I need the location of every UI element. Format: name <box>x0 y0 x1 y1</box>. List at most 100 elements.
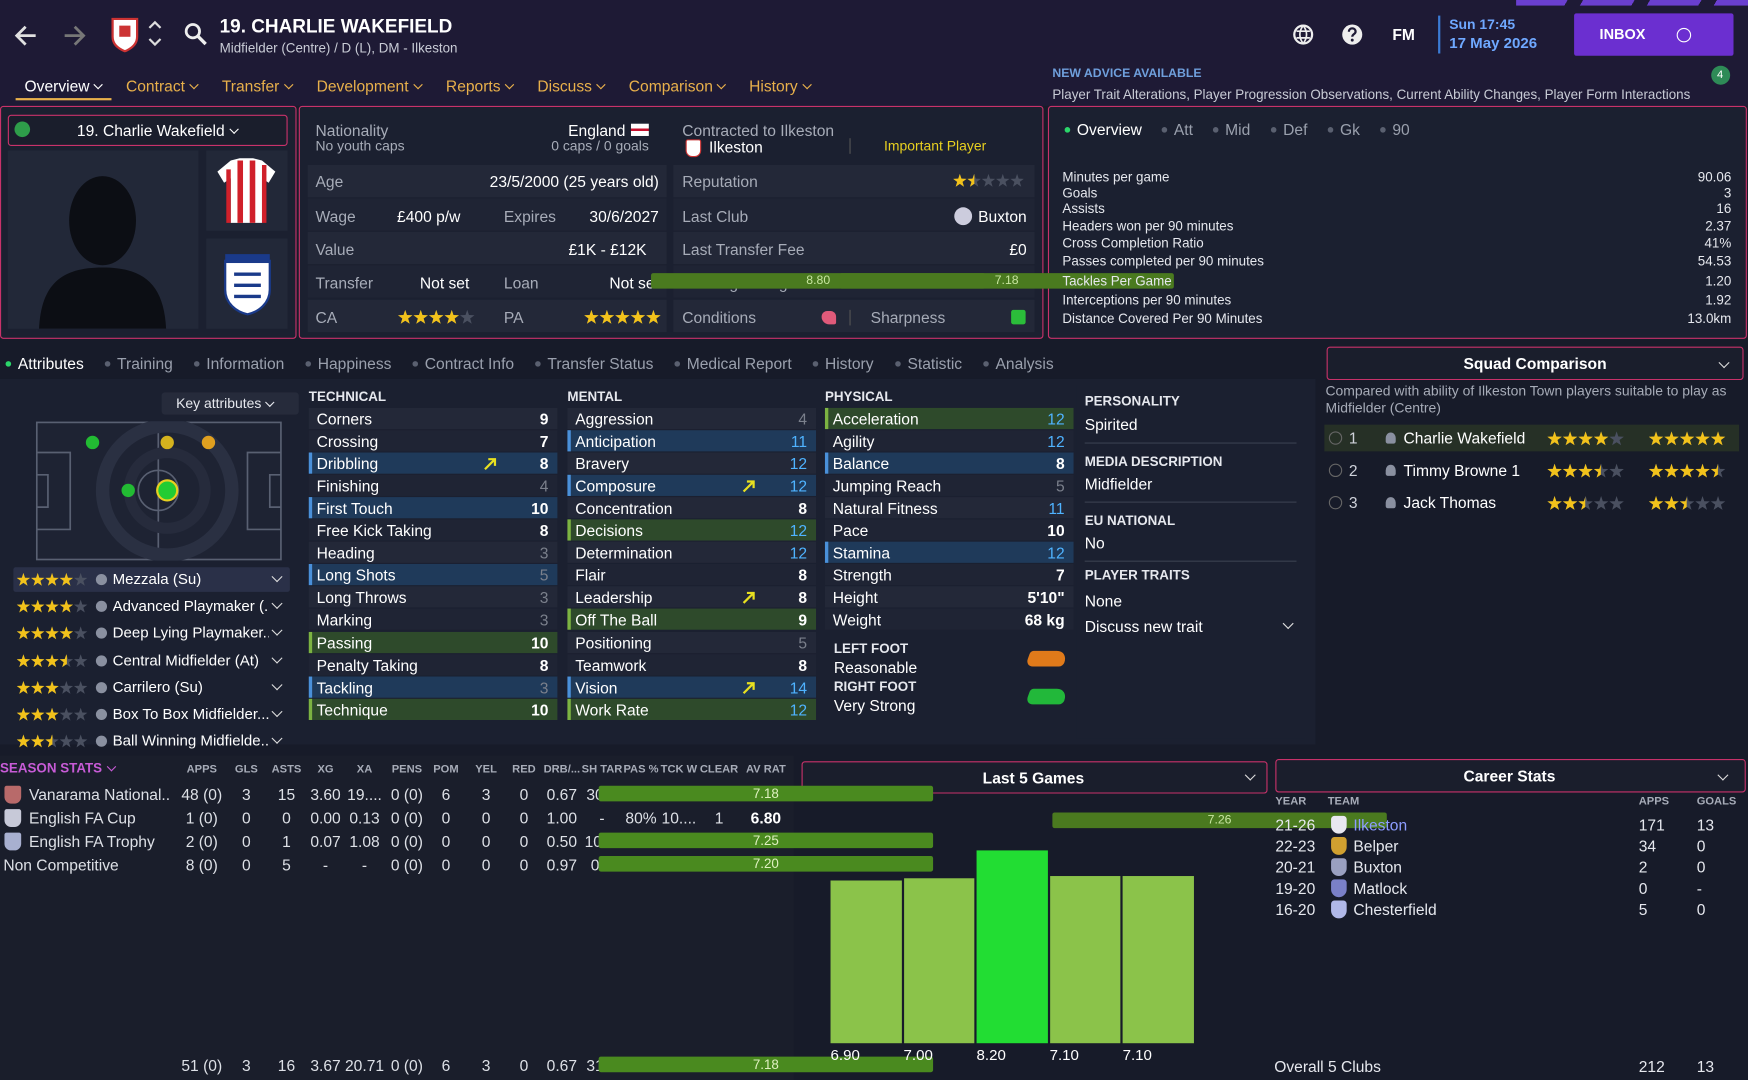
stat-label: Minutes per game <box>1062 169 1170 186</box>
star <box>1578 495 1586 510</box>
season-cell: 7.20 <box>598 855 934 872</box>
foot-value: Reasonable <box>833 658 918 677</box>
overview-tab[interactable]: Gk <box>1327 120 1360 138</box>
season-title[interactable]: SEASON STATS <box>0 759 115 777</box>
stat-value: 41% <box>1704 235 1732 251</box>
attr-row <box>824 497 1074 519</box>
section-tab[interactable]: Analysis <box>983 354 1054 372</box>
career-cell[interactable]: Belper <box>1353 837 1399 855</box>
role-name[interactable]: Carrilero (Su) <box>112 678 203 696</box>
foot-value: Very Strong <box>833 696 916 715</box>
nav-arrows[interactable] <box>11 20 89 51</box>
inbox-button[interactable] <box>1574 13 1734 56</box>
attr-name: Natural Fitness <box>832 499 938 518</box>
star-icons <box>1547 495 1586 510</box>
section-tab[interactable]: Medical Report <box>674 354 792 372</box>
attr-name: Anticipation <box>575 432 656 451</box>
attr-row <box>567 676 817 698</box>
fm-logo[interactable]: FM <box>1392 25 1415 44</box>
loan: Not set <box>609 274 659 293</box>
star <box>45 626 59 640</box>
nav-item[interactable]: Reports <box>446 77 514 95</box>
star <box>59 734 74 748</box>
career-cell[interactable]: Ilkeston <box>1353 815 1408 834</box>
section-tab[interactable]: Statistic <box>895 354 962 372</box>
attr-name: Balance <box>832 454 890 473</box>
overview-tab[interactable]: Mid <box>1212 120 1250 138</box>
nav-item[interactable]: Overview <box>25 77 103 95</box>
star <box>31 626 45 640</box>
star <box>31 599 45 613</box>
star-fill <box>397 309 459 324</box>
star-icons <box>16 599 74 613</box>
season-cell: 3.67 <box>310 1056 341 1075</box>
section-tab[interactable]: History <box>812 354 874 372</box>
comp-icon <box>4 832 22 851</box>
role-name[interactable]: Advanced Playmaker (... <box>112 597 269 615</box>
role-name[interactable]: Mezzala (Su) <box>112 570 202 588</box>
section-tab[interactable]: Happiness <box>305 354 391 372</box>
season-cell: 10.... <box>661 809 697 827</box>
attr-value: 68 kg <box>1024 611 1065 630</box>
section-tab[interactable]: Information <box>193 354 284 372</box>
key-attributes[interactable]: Key attributes <box>176 395 275 413</box>
nav-item[interactable]: History <box>749 77 811 95</box>
radio <box>1328 463 1343 478</box>
overview-tab[interactable]: Att <box>1161 120 1193 138</box>
info-row <box>307 198 667 231</box>
contract-label: Contracted to Ilkeston <box>682 121 835 140</box>
season-cell: 0.50 <box>546 832 578 851</box>
season-column: AV RAT <box>745 763 786 776</box>
section-tab[interactable]: Training <box>104 354 173 372</box>
career-cell[interactable]: Chesterfield <box>1353 900 1437 919</box>
help-icon[interactable] <box>1341 23 1363 45</box>
squad-name: Charlie Wakefield <box>1403 429 1526 447</box>
role-name[interactable]: Deep Lying Playmaker... <box>112 624 269 642</box>
overview-tab[interactable]: 90 <box>1380 120 1410 138</box>
section-tab[interactable]: Contract Info <box>412 354 514 372</box>
nav-item[interactable]: Transfer <box>222 77 293 95</box>
role-name[interactable]: Central Midfielder (At) <box>112 651 259 669</box>
discuss-trait[interactable]: Discuss new trait <box>1084 617 1203 636</box>
attr-row <box>567 407 817 430</box>
inbox-label[interactable]: INBOX <box>1599 25 1646 43</box>
overview-tab[interactable]: Def <box>1270 120 1307 138</box>
role-name[interactable]: Ball Winning Midfielde... <box>112 732 269 750</box>
overview-tab[interactable]: Overview <box>1064 120 1142 138</box>
season-cell: 0 <box>519 785 529 804</box>
squad-header[interactable] <box>1326 346 1744 381</box>
star-rating <box>16 599 88 613</box>
attr-row <box>308 474 558 497</box>
section-tab[interactable]: Transfer Status <box>535 354 653 372</box>
season-cell: 3 <box>481 1056 491 1075</box>
attr-row <box>308 586 558 608</box>
season-cell: 0 (0) <box>390 785 423 804</box>
career-cell[interactable]: Buxton <box>1353 858 1402 877</box>
personality-value: Midfielder <box>1084 474 1153 493</box>
arrow-icon <box>484 458 497 471</box>
section-tab[interactable]: Attributes <box>5 354 84 372</box>
star-icons <box>1648 495 1688 510</box>
role-name[interactable]: Box To Box Midfielder... <box>112 705 269 723</box>
search-icon[interactable] <box>184 22 209 47</box>
star-rating <box>1648 495 1726 510</box>
nav-item[interactable]: Discuss <box>537 77 605 95</box>
attr-name: Weight <box>832 611 882 630</box>
career-cell[interactable]: Matlock <box>1353 879 1408 898</box>
career-header[interactable] <box>1275 759 1746 793</box>
nav-item[interactable]: Contract <box>126 77 198 95</box>
nav-item[interactable]: Comparison <box>629 77 727 95</box>
career-cell: 5 <box>1638 900 1648 919</box>
nav-item[interactable]: Development <box>317 77 422 95</box>
separator <box>1084 501 1297 503</box>
trend-arrow <box>742 479 755 493</box>
selector-label[interactable]: 19. Charlie Wakefield <box>77 121 238 139</box>
attr-row <box>567 452 817 474</box>
season-column: SH TAR <box>581 763 623 776</box>
attr-value: 12 <box>1047 544 1065 563</box>
info-row <box>307 265 667 298</box>
stat-label: Distance Covered Per 90 Minutes <box>1062 310 1263 327</box>
star-icons <box>16 572 74 586</box>
season-cell: 1 <box>282 832 291 851</box>
globe-icon[interactable] <box>1292 23 1314 45</box>
